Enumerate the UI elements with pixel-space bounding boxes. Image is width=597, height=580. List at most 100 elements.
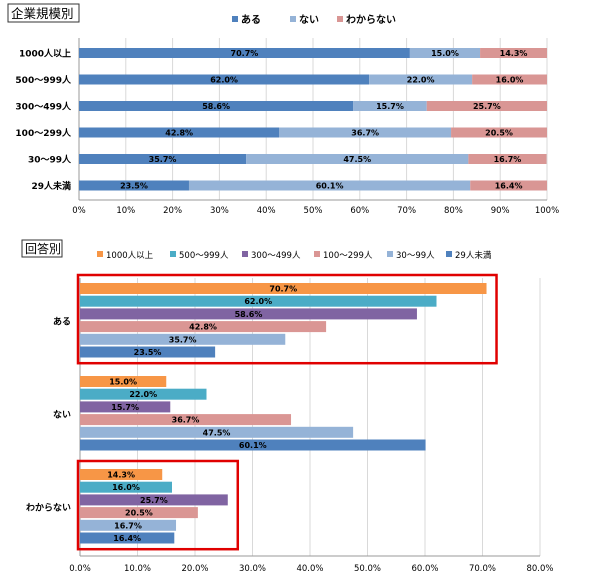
category-2-1: ない xyxy=(53,410,71,421)
data-label-2-0-2: 58.6% xyxy=(235,310,263,319)
x-tick-1-1: 10% xyxy=(116,206,135,216)
x-tick-2-3: 30.0% xyxy=(239,564,266,574)
data-label-2-2-5: 16.4% xyxy=(113,534,141,543)
data-label-1-4-2: 16.7% xyxy=(494,155,522,164)
category-1-3: 100～299人 xyxy=(15,127,72,139)
x-tick-1-0: 0% xyxy=(72,206,86,216)
x-tick-1-3: 30% xyxy=(210,206,229,216)
data-label-1-0-2: 14.3% xyxy=(500,49,528,58)
data-label-1-5-2: 16.4% xyxy=(495,182,523,191)
bar-2-0-3 xyxy=(80,321,327,333)
bar-2-1-2 xyxy=(80,401,171,413)
bar-1-0-1 xyxy=(409,48,481,58)
legend-2-label-4: 30～99人 xyxy=(396,251,435,261)
x-tick-2-2: 20.0% xyxy=(181,564,208,574)
legend-1-label-0: ある xyxy=(241,13,261,26)
x-tick-2-4: 40.0% xyxy=(296,564,323,574)
bar-2-0-5 xyxy=(80,346,216,358)
chart-1-title-box xyxy=(7,3,80,23)
bar-1-4-0 xyxy=(79,154,247,164)
bar-2-1-1 xyxy=(80,388,207,400)
legend-2-swatch-2 xyxy=(242,251,248,257)
legend-1-label-2: わからない xyxy=(346,14,396,26)
x-tick-2-6: 60.0% xyxy=(411,564,438,574)
data-label-1-5-1: 60.1% xyxy=(316,182,344,191)
data-label-1-0-1: 15.0% xyxy=(431,49,459,58)
data-label-2-0-3: 42.8% xyxy=(189,323,217,332)
x-tick-1-2: 20% xyxy=(163,206,182,216)
category-1-2: 300～499人 xyxy=(15,101,72,113)
data-label-1-5-0: 23.5% xyxy=(120,182,148,191)
bar-1-3-2 xyxy=(451,127,547,138)
legend-2-label-1: 500～999人 xyxy=(179,251,229,261)
bar-1-1-0 xyxy=(79,74,370,85)
bar-1-5-0 xyxy=(79,180,189,191)
legend-2-swatch-3 xyxy=(314,251,320,257)
bar-1-2-0 xyxy=(79,101,354,111)
data-label-2-2-3: 20.5% xyxy=(125,509,153,518)
bar-2-1-4 xyxy=(80,426,354,438)
x-tick-2-1: 10.0% xyxy=(124,564,151,574)
x-tick-2-0: 0.0% xyxy=(69,564,91,574)
data-label-2-1-0: 15.0% xyxy=(109,378,137,387)
data-label-1-2-2: 25.7% xyxy=(473,102,501,111)
bar-2-2-3 xyxy=(80,507,198,519)
legend-1-swatch-0 xyxy=(232,16,238,22)
data-label-1-3-0: 42.8% xyxy=(165,129,193,138)
data-label-1-4-1: 47.5% xyxy=(343,155,371,164)
answer-chart: 回答別 1000人以上 500～999人 300～499人 100～299人 30～99人… xyxy=(21,239,554,574)
data-label-1-3-2: 20.5% xyxy=(485,129,513,138)
x-tick-1-8: 80% xyxy=(444,206,463,216)
x-tick-1-4: 40% xyxy=(257,206,276,216)
bar-1-3-0 xyxy=(79,127,280,138)
x-tick-1-7: 70% xyxy=(397,206,416,216)
x-tick-2-8: 80.0% xyxy=(526,564,553,574)
x-tick-1-10: 100% xyxy=(535,206,559,216)
data-label-1-1-2: 16.0% xyxy=(496,76,524,85)
data-label-2-2-0: 14.3% xyxy=(107,471,135,480)
data-label-2-0-4: 35.7% xyxy=(169,335,197,344)
legend-2-label-2: 300～499人 xyxy=(251,251,301,261)
category-1-1: 500～999人 xyxy=(15,74,72,86)
data-label-1-3-1: 36.7% xyxy=(351,129,379,138)
data-label-1-2-1: 15.7% xyxy=(376,102,404,111)
data-label-1-4-0: 35.7% xyxy=(149,155,177,164)
legend-2-label-5: 29人未満 xyxy=(455,250,492,261)
bar-1-5-2 xyxy=(470,180,547,191)
bar-1-1-2 xyxy=(472,74,547,85)
bar-2-2-4 xyxy=(80,519,177,531)
bar-1-1-1 xyxy=(369,74,473,85)
data-label-2-1-5: 60.1% xyxy=(239,441,267,450)
x-tick-1-9: 90% xyxy=(491,206,510,216)
bar-2-0-4 xyxy=(80,333,286,345)
legend-2-label-0: 1000人以上 xyxy=(106,251,154,261)
data-label-2-1-3: 36.7% xyxy=(172,416,200,425)
bar-1-0-0 xyxy=(79,48,410,58)
x-tick-2-5: 50.0% xyxy=(354,564,381,574)
data-label-2-1-1: 22.0% xyxy=(129,390,157,399)
bar-2-2-2 xyxy=(80,494,228,506)
x-tick-1-6: 60% xyxy=(350,206,369,216)
x-tick-2-7: 70.0% xyxy=(469,564,496,574)
bar-2-0-2 xyxy=(80,308,417,320)
bar-1-4-1 xyxy=(246,154,469,164)
bar-1-3-1 xyxy=(279,127,452,138)
data-label-2-0-1: 62.0% xyxy=(244,297,272,306)
data-label-1-2-0: 58.6% xyxy=(202,102,230,111)
bar-2-1-0 xyxy=(80,376,167,387)
data-label-2-0-0: 70.7% xyxy=(269,285,297,294)
data-label-2-0-5: 23.5% xyxy=(134,348,162,357)
data-label-1-1-0: 62.0% xyxy=(210,76,238,85)
bar-1-0-2 xyxy=(480,48,547,58)
category-2-2: わからない xyxy=(26,503,71,514)
company-size-chart: 企業規模別 ある ない わからない 0% 10% 20% 30% 40% 50% 60% 70% 80%… xyxy=(7,3,559,216)
bar-2-1-3 xyxy=(80,414,292,426)
legend-1-swatch-1 xyxy=(290,16,296,22)
legend-1-swatch-2 xyxy=(337,16,343,22)
chart-1-title: 企業規模別 xyxy=(11,6,74,21)
bar-2-2-0 xyxy=(80,469,163,480)
highlight-frame-1 xyxy=(76,459,240,551)
legend-2-label-3: 100～299人 xyxy=(323,251,373,261)
bar-1-2-2 xyxy=(426,101,547,111)
legend-1-label-1: ない xyxy=(299,14,319,26)
